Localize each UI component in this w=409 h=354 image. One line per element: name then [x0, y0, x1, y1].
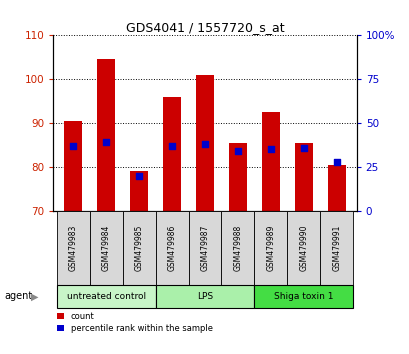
Bar [89, 211, 122, 285]
Bar [327, 165, 345, 211]
Bar [261, 112, 279, 211]
Bar [254, 211, 287, 285]
Text: GSM479987: GSM479987 [200, 224, 209, 271]
Bar [97, 59, 115, 211]
Bar [254, 285, 353, 308]
Bar [155, 211, 188, 285]
Bar [155, 285, 254, 308]
Point [201, 141, 208, 147]
Point [267, 147, 274, 152]
Text: GSM479983: GSM479983 [68, 224, 77, 271]
Point [333, 159, 339, 164]
Point [169, 143, 175, 149]
Legend: count, percentile rank within the sample: count, percentile rank within the sample [57, 312, 212, 333]
Text: GSM479988: GSM479988 [233, 225, 242, 271]
Bar [188, 211, 221, 285]
Text: GSM479984: GSM479984 [101, 224, 110, 271]
Bar [228, 143, 247, 211]
Text: agent: agent [4, 291, 32, 302]
Point [234, 148, 240, 154]
Title: GDS4041 / 1557720_s_at: GDS4041 / 1557720_s_at [126, 21, 283, 34]
Bar [294, 143, 312, 211]
Bar [196, 75, 213, 211]
Bar [56, 211, 89, 285]
Text: GSM479990: GSM479990 [299, 224, 308, 271]
Text: Shiga toxin 1: Shiga toxin 1 [274, 292, 333, 301]
Text: GSM479989: GSM479989 [266, 224, 275, 271]
Bar [64, 121, 82, 211]
Bar [221, 211, 254, 285]
Point [135, 173, 142, 178]
Bar [130, 171, 148, 211]
Bar [56, 285, 155, 308]
Bar [320, 211, 353, 285]
Bar [162, 97, 181, 211]
Text: GSM479986: GSM479986 [167, 224, 176, 271]
Text: ▶: ▶ [31, 291, 38, 302]
Point [103, 139, 109, 145]
Text: untreated control: untreated control [66, 292, 145, 301]
Point [70, 143, 76, 149]
Text: GSM479985: GSM479985 [134, 224, 143, 271]
Point [300, 145, 306, 150]
Text: GSM479991: GSM479991 [332, 224, 341, 271]
Text: LPS: LPS [196, 292, 213, 301]
Bar [287, 211, 320, 285]
Bar [122, 211, 155, 285]
